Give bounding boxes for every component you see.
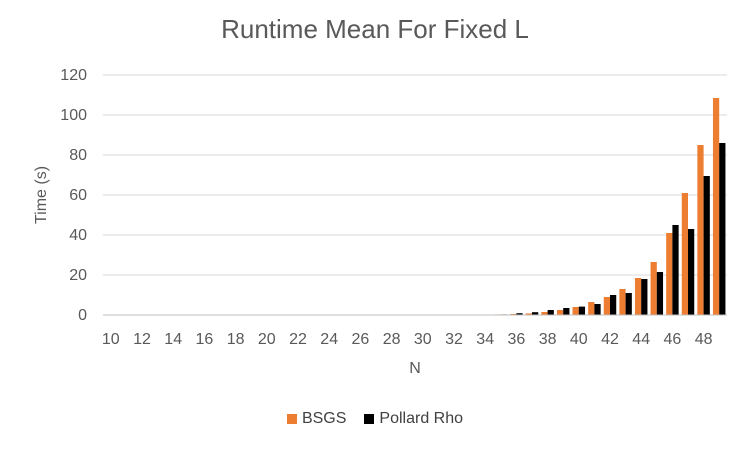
- bar-bsgs: [588, 302, 595, 315]
- x-tick-label: 14: [164, 331, 182, 348]
- legend-label-pollard-rho: Pollard Rho: [379, 410, 464, 427]
- bar-bsgs: [556, 310, 564, 315]
- bar-pollard-rho: [594, 304, 601, 315]
- x-tick-label: 42: [601, 331, 619, 348]
- x-tick-label: 38: [539, 331, 557, 348]
- x-tick-label: 32: [445, 331, 463, 348]
- bar-pollard-rho: [719, 143, 726, 315]
- bar-pollard-rho: [547, 310, 554, 315]
- legend-swatch-pollard-rho: [364, 414, 375, 424]
- bar-pollard-rho: [688, 229, 695, 315]
- x-tick-label: 36: [508, 331, 526, 348]
- bar-pollard-rho: [578, 306, 586, 315]
- bars: [120, 98, 726, 315]
- x-tick-label: 34: [476, 331, 494, 348]
- x-tick-label: 18: [227, 331, 245, 348]
- y-tick-label: 0: [78, 307, 87, 324]
- x-tick-label: 16: [196, 331, 214, 348]
- bar-pollard-rho: [563, 308, 570, 315]
- bar-bsgs: [634, 278, 642, 315]
- x-tick-label: 28: [383, 331, 401, 348]
- legend-item-pollard-rho: Pollard Rho: [364, 410, 463, 428]
- y-tick-label: 60: [69, 187, 87, 204]
- bar-bsgs: [541, 312, 548, 315]
- bar-pollard-rho: [610, 295, 617, 315]
- chart-title: Runtime Mean For Fixed L: [221, 14, 529, 44]
- axes: 0 20 40 60 80 100 120 10 12 14 16 18 20 22 24 26 28 30 32 3…: [60, 67, 727, 348]
- bar-bsgs: [697, 145, 704, 315]
- x-tick-label: 20: [258, 331, 276, 348]
- y-tick-label: 40: [69, 227, 87, 244]
- legend-item-bsgs: BSGS: [286, 410, 347, 428]
- x-tick-label: 48: [695, 331, 713, 348]
- x-tick-label: 44: [632, 331, 650, 348]
- bar-bsgs: [666, 233, 673, 315]
- legend-label-bsgs: BSGS: [301, 410, 347, 427]
- x-tick-label: 12: [133, 331, 151, 348]
- x-axis-label: N: [409, 360, 421, 377]
- x-tick-label: 22: [289, 331, 307, 348]
- bar-bsgs: [681, 193, 688, 315]
- legend-swatch-bsgs: [286, 414, 297, 424]
- bar-pollard-rho: [625, 293, 632, 315]
- gridlines: [103, 74, 727, 276]
- bar-bsgs: [712, 98, 720, 315]
- x-tick-label: 30: [414, 331, 432, 348]
- bar-bsgs: [650, 262, 657, 315]
- bar-pollard-rho: [672, 225, 679, 315]
- bar-bsgs: [619, 289, 626, 315]
- bar-pollard-rho: [516, 313, 523, 315]
- x-tick-label: 24: [320, 331, 338, 348]
- y-tick-label: 120: [60, 67, 87, 84]
- bar-chart: 0 20 40 60 80 100 120 10 12 14 16 18 20 22 24 26 28 30 32 3…: [33, 67, 727, 377]
- bar-pollard-rho: [656, 272, 664, 315]
- bar-bsgs: [525, 313, 532, 315]
- bar-bsgs: [572, 307, 579, 315]
- y-tick-label: 100: [60, 107, 87, 124]
- x-tick-label: 26: [352, 331, 370, 348]
- x-tick-label: 40: [570, 331, 588, 348]
- y-tick-label: 80: [69, 147, 87, 164]
- x-tick-label: 10: [102, 331, 120, 348]
- legend: BSGS Pollard Rho: [0, 410, 750, 428]
- bar-pollard-rho: [532, 312, 539, 315]
- bar-pollard-rho: [641, 279, 648, 315]
- y-tick-label: 20: [69, 267, 87, 284]
- bar-bsgs: [603, 297, 610, 315]
- y-axis-label: Time (s): [33, 166, 50, 224]
- x-tick-label: 46: [664, 331, 682, 348]
- bar-pollard-rho: [703, 176, 710, 315]
